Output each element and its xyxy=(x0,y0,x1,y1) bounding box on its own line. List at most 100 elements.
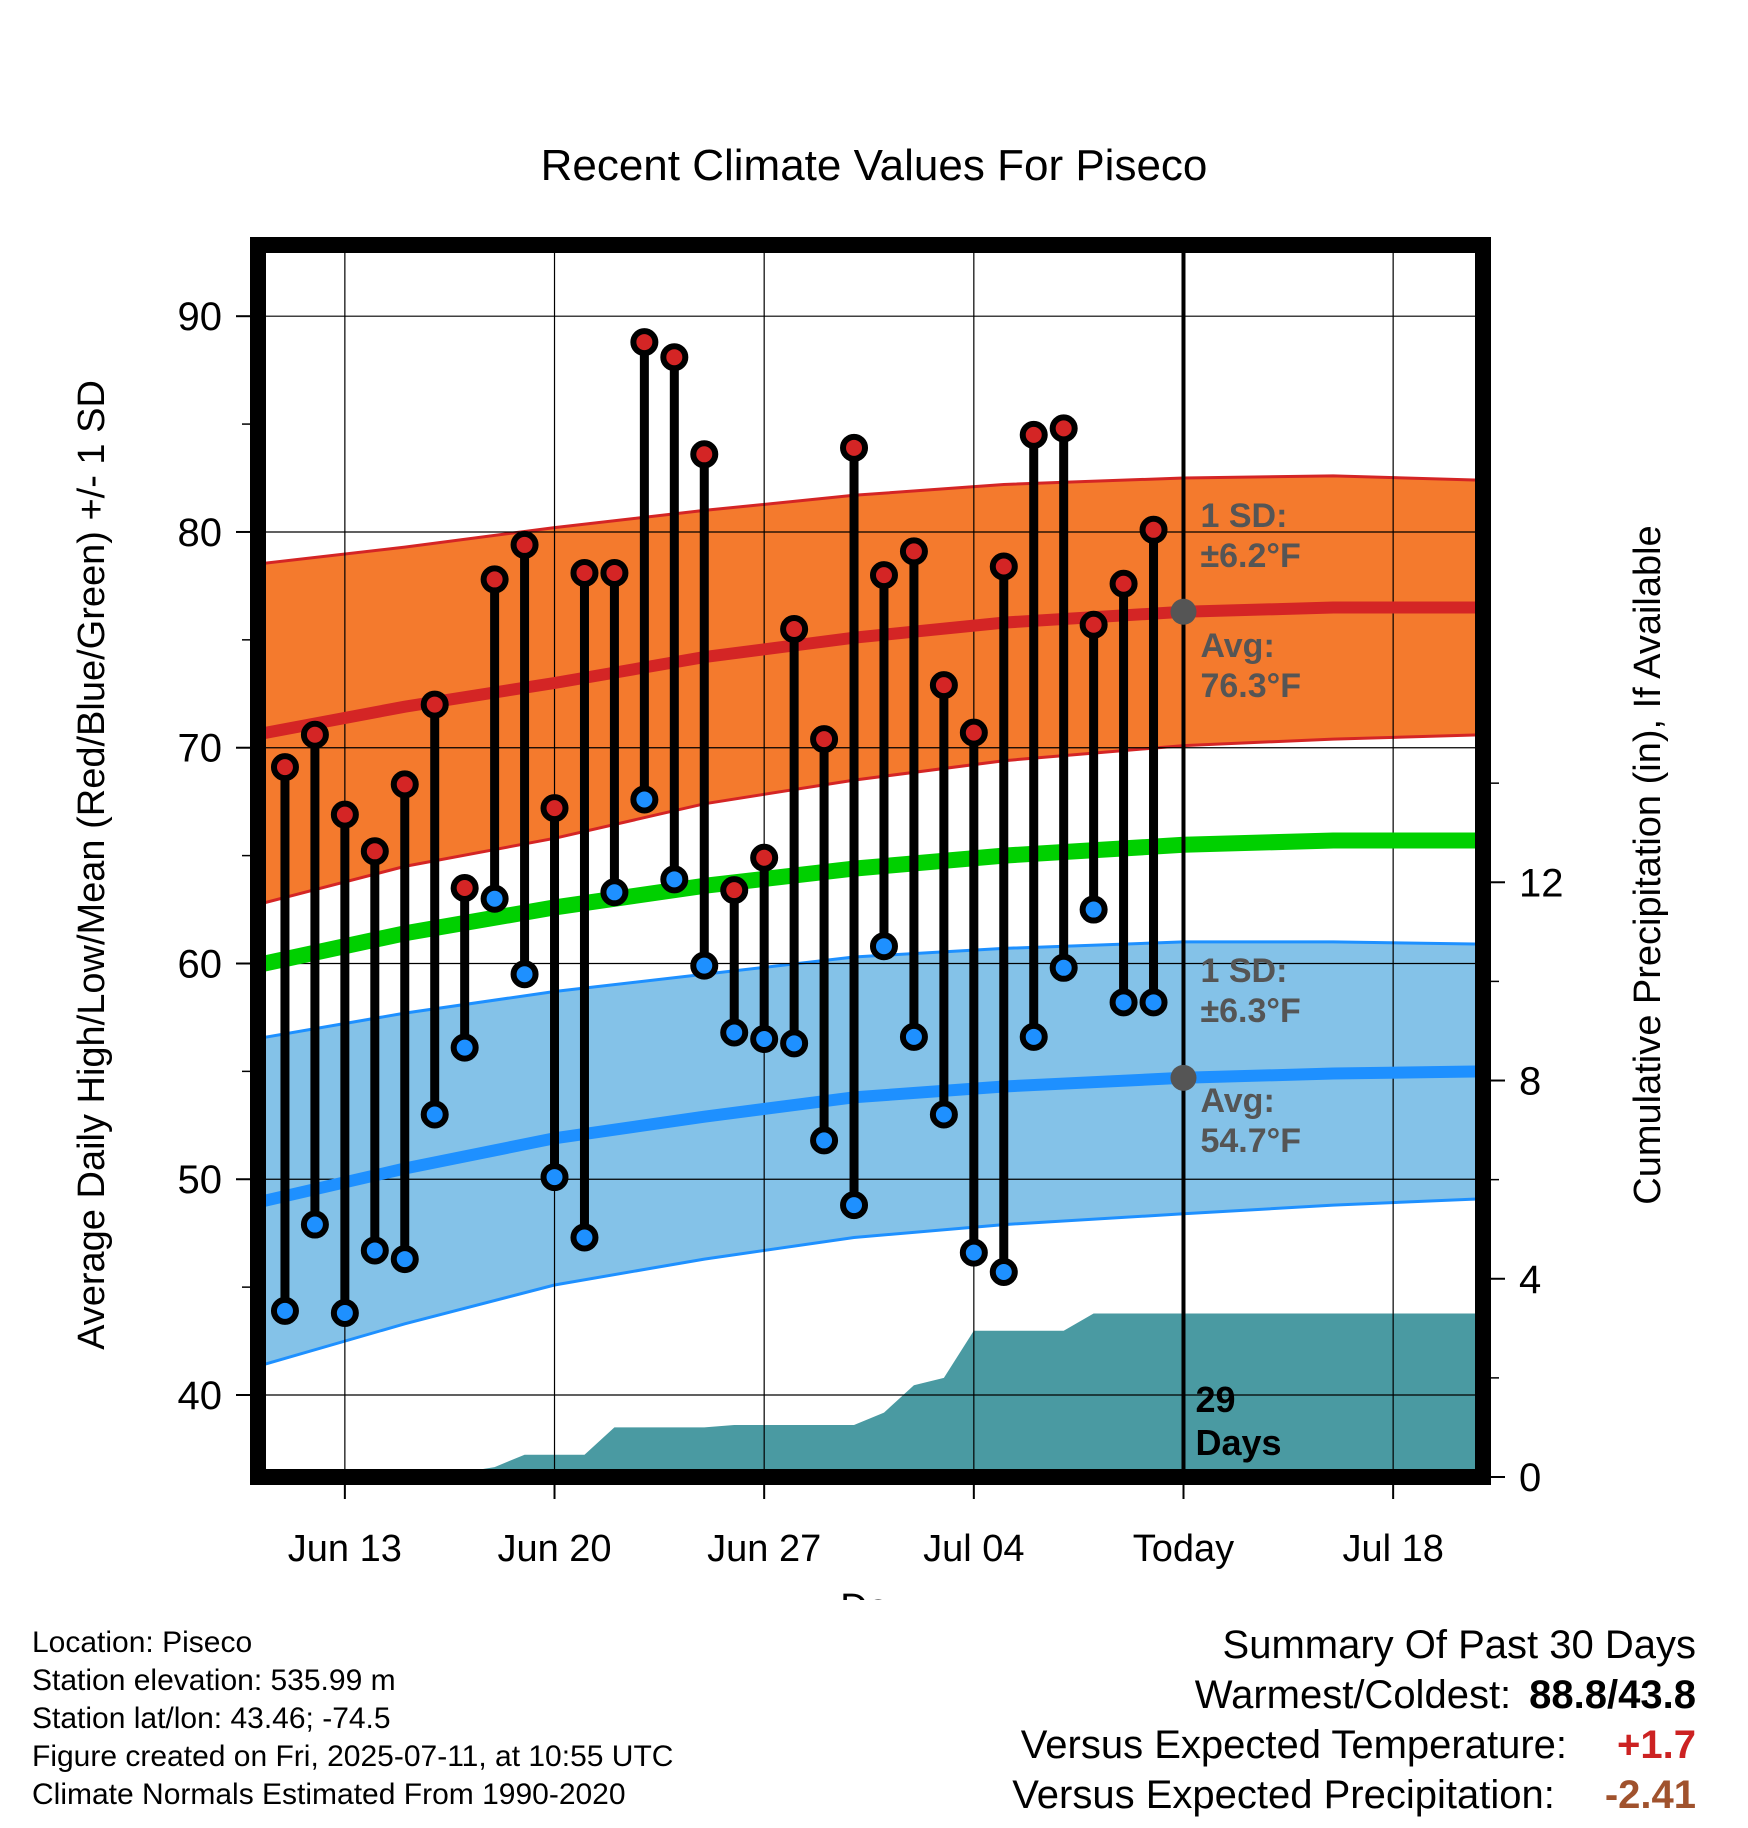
daily-low-marker xyxy=(720,1018,749,1047)
climate-chart: Recent Climate Values For Piseco 1 SD:±6… xyxy=(71,141,1669,1600)
daily-high-marker xyxy=(750,843,779,872)
daily-high-marker xyxy=(1019,420,1048,449)
high-avg-label: Avg: xyxy=(1200,627,1274,665)
summary-warm-cold: Warmest/Coldest: 88.8/43.8 xyxy=(1012,1670,1696,1720)
daily-low-marker xyxy=(570,1223,599,1252)
warm-cold-label: Warmest/Coldest: xyxy=(1194,1673,1512,1717)
x-axis-label: Day xyxy=(840,1587,908,1600)
temp-label: Versus Expected Temperature: xyxy=(1020,1723,1568,1767)
daily-high-marker xyxy=(929,671,958,700)
info-normals: Climate Normals Estimated From 1990-2020 xyxy=(32,1778,626,1811)
y2-tick-label: 8 xyxy=(1519,1060,1541,1104)
daily-low-marker xyxy=(330,1299,359,1328)
precip-label: Versus Expected Precipitation: xyxy=(1012,1773,1555,1817)
daily-high-marker xyxy=(1109,569,1138,598)
daily-high-marker xyxy=(270,753,299,782)
x-tick-label: Jun 20 xyxy=(497,1528,611,1570)
daily-low-marker xyxy=(630,785,659,814)
daily-high-marker xyxy=(570,558,599,587)
low-avg-value: 54.7°F xyxy=(1200,1122,1301,1160)
y-axis-label: Average Daily High/Low/Mean (Red/Blue/Gr… xyxy=(71,380,113,1350)
daily-low-marker xyxy=(690,951,719,980)
daily-high-marker xyxy=(1049,414,1078,443)
summary-temp: Versus Expected Temperature: +1.7 xyxy=(1012,1720,1696,1770)
daily-high-marker xyxy=(600,558,629,587)
high-sd-band xyxy=(258,475,1483,905)
daily-high-marker xyxy=(780,615,809,644)
daily-high-marker xyxy=(360,837,389,866)
daily-low-marker xyxy=(300,1210,329,1239)
daily-low-marker xyxy=(750,1025,779,1054)
high-avg-value: 76.3°F xyxy=(1200,667,1301,705)
y2-tick-label: 12 xyxy=(1519,861,1564,905)
y-tick-label: 90 xyxy=(178,295,223,339)
daily-low-marker xyxy=(510,960,539,989)
daily-high-marker xyxy=(720,876,749,905)
y-tick-label: 50 xyxy=(178,1158,223,1202)
low-sd-band xyxy=(258,941,1483,1367)
y-tick-label: 60 xyxy=(178,942,223,986)
summary-panel: Summary Of Past 30 Days Warmest/Coldest:… xyxy=(1012,1620,1696,1820)
today-days-label: Days xyxy=(1195,1422,1281,1463)
y-tick-label: 80 xyxy=(178,511,223,555)
daily-high-marker xyxy=(899,537,928,566)
daily-low-marker xyxy=(959,1238,988,1267)
daily-high-marker xyxy=(959,718,988,747)
low-avg-label: Avg: xyxy=(1200,1082,1274,1120)
high-avg-today-marker xyxy=(1170,598,1197,625)
daily-high-marker xyxy=(390,770,419,799)
temp-value: +1.7 xyxy=(1617,1723,1696,1767)
x-tick-label: Jun 27 xyxy=(707,1528,821,1570)
daily-low-marker xyxy=(899,1022,928,1051)
info-latlon: Station lat/lon: 43.46; -74.5 xyxy=(32,1702,391,1735)
daily-high-marker xyxy=(989,552,1018,581)
daily-high-marker xyxy=(480,565,509,594)
daily-high-marker xyxy=(810,725,839,754)
daily-low-marker xyxy=(360,1236,389,1265)
high-sd-label: 1 SD: xyxy=(1200,497,1287,535)
daily-low-marker xyxy=(450,1033,479,1062)
x-tick-label: Jul 04 xyxy=(923,1528,1024,1570)
daily-low-marker xyxy=(840,1191,869,1220)
station-info: Location: Piseco Station elevation: 535.… xyxy=(32,1624,673,1814)
daily-high-marker xyxy=(540,794,569,823)
daily-high-marker xyxy=(300,720,329,749)
daily-high-marker xyxy=(450,873,479,902)
daily-low-marker xyxy=(270,1296,299,1325)
daily-high-marker xyxy=(840,433,869,462)
info-elevation: Station elevation: 535.99 m xyxy=(32,1664,396,1697)
summary-precip: Versus Expected Precipitation: -2.41 xyxy=(1012,1770,1696,1820)
daily-low-marker xyxy=(869,932,898,961)
y-tick-label: 70 xyxy=(178,727,223,771)
y2-tick-label: 4 xyxy=(1519,1258,1541,1302)
low-sd-label: 1 SD: xyxy=(1200,952,1287,990)
y-tick-label: 40 xyxy=(178,1374,223,1418)
daily-low-marker xyxy=(1019,1022,1048,1051)
daily-high-marker xyxy=(1139,515,1168,544)
chart-title: Recent Climate Values For Piseco xyxy=(541,141,1208,190)
daily-low-marker xyxy=(1049,953,1078,982)
daily-high-marker xyxy=(330,800,359,829)
plot-frame xyxy=(250,237,1491,1485)
daily-low-marker xyxy=(540,1163,569,1192)
precip-value: -2.41 xyxy=(1604,1773,1696,1817)
daily-high-marker xyxy=(660,343,689,372)
daily-high-marker xyxy=(869,561,898,590)
daily-low-marker xyxy=(390,1245,419,1274)
y2-tick-label: 0 xyxy=(1519,1456,1541,1500)
low-sd-value: ±6.3°F xyxy=(1200,992,1300,1030)
daily-low-marker xyxy=(810,1126,839,1155)
summary-title: Summary Of Past 30 Days xyxy=(1222,1623,1696,1667)
daily-low-marker xyxy=(420,1100,449,1129)
daily-low-marker xyxy=(1079,895,1108,924)
x-tick-label: Jun 13 xyxy=(288,1528,402,1570)
daily-low-marker xyxy=(1109,988,1138,1017)
daily-low-marker xyxy=(929,1100,958,1129)
daily-low-marker xyxy=(780,1029,809,1058)
low-sd-lower-line xyxy=(258,1197,1483,1368)
warm-cold-value: 88.8/43.8 xyxy=(1529,1673,1696,1717)
info-location: Location: Piseco xyxy=(32,1626,253,1659)
x-tick-label: Jul 18 xyxy=(1342,1528,1443,1570)
daily-high-marker xyxy=(630,328,659,357)
